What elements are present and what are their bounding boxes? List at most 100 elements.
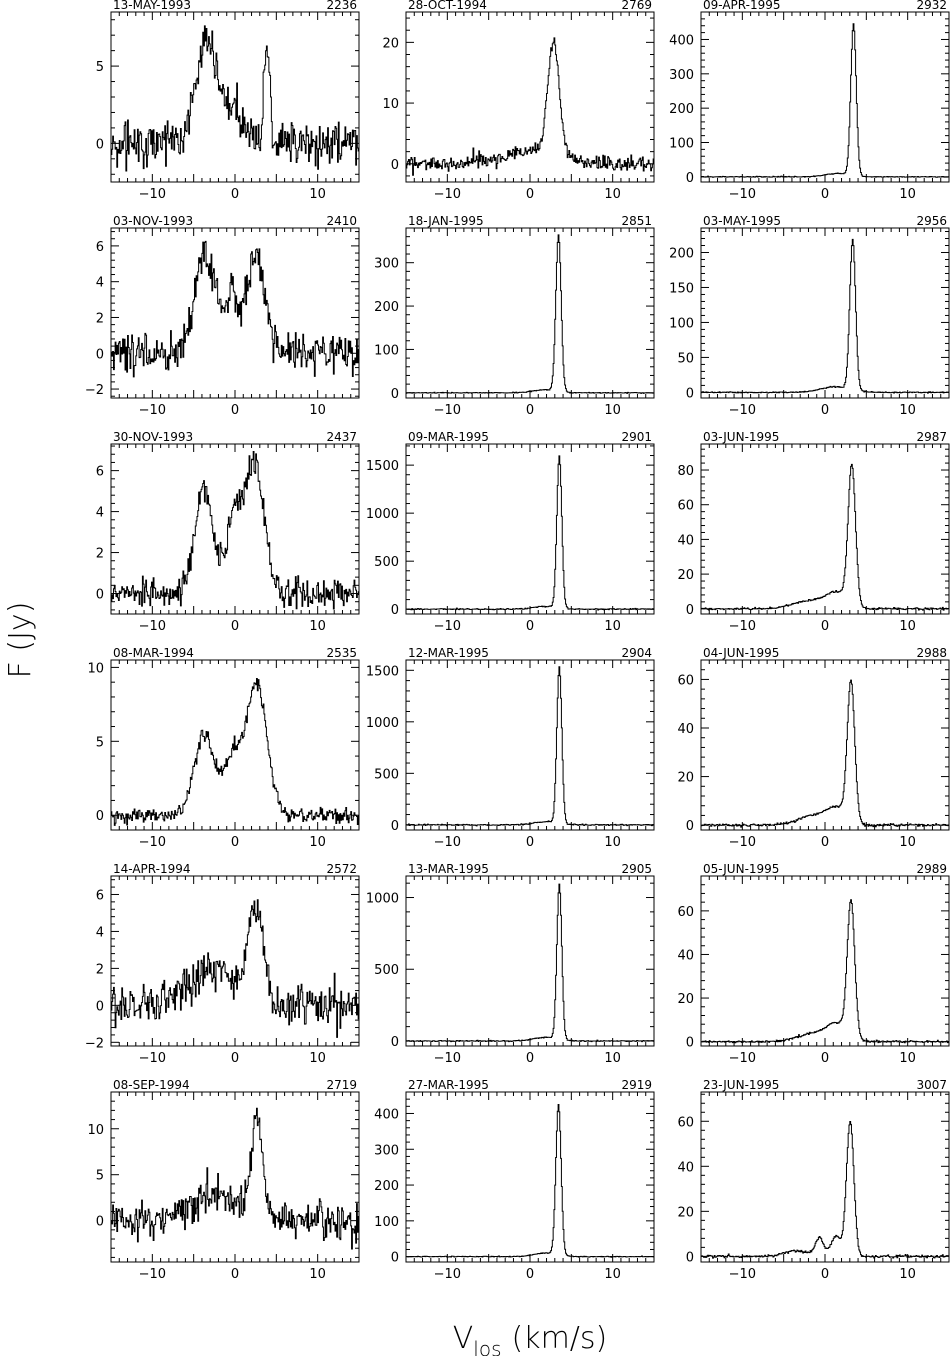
observation-date: 03-JUN-1995 [703, 430, 779, 444]
observation-date: 14-APR-1994 [113, 862, 191, 876]
panel-frame [405, 875, 655, 1047]
y-tick-label: 1500 [366, 664, 399, 679]
observation-id: 2410 [326, 214, 357, 228]
y-tick-label: 0 [96, 1215, 104, 1230]
spectrum-panel: −10 0 10 0 5 10 08-SEP-1994 2719 [87, 1078, 360, 1282]
y-tick-label: 6 [96, 465, 104, 480]
y-tick-label: 50 [677, 351, 694, 366]
observation-id: 2932 [916, 0, 947, 12]
panel-frame [405, 659, 655, 831]
observation-id: 2236 [326, 0, 357, 12]
y-tick-label: 0 [686, 171, 694, 186]
panel-frame [700, 443, 950, 615]
panel-frame [405, 1091, 655, 1263]
x-tick-label: −10 [434, 187, 461, 202]
y-tick-label: 60 [677, 499, 694, 514]
observation-id: 2769 [621, 0, 652, 12]
y-tick-label: 1000 [366, 892, 399, 907]
y-tick-label: 2 [96, 311, 104, 326]
x-tick-label: −10 [139, 403, 166, 418]
x-tick-label: 0 [231, 619, 239, 634]
x-tick-label: −10 [139, 835, 166, 850]
y-tick-label: 4 [96, 276, 104, 291]
x-tick-label: 0 [526, 1051, 534, 1066]
spectrum-line [701, 899, 950, 1044]
y-tick-label: 60 [677, 1115, 694, 1130]
x-axis-title-subscript: los [473, 1337, 501, 1356]
y-tick-label: 150 [669, 281, 694, 296]
x-tick-label: −10 [139, 187, 166, 202]
x-tick-label: −10 [729, 835, 756, 850]
y-tick-label: 10 [87, 1123, 104, 1138]
x-tick-label: 0 [821, 187, 829, 202]
x-tick-label: 10 [899, 835, 916, 850]
x-tick-label: 0 [526, 403, 534, 418]
observation-date: 09-MAR-1995 [408, 430, 489, 444]
x-tick-label: 10 [309, 403, 326, 418]
observation-id: 2901 [621, 430, 652, 444]
y-tick-label: 300 [669, 68, 694, 83]
spectrum-line [111, 1107, 360, 1250]
x-tick-label: 0 [231, 187, 239, 202]
observation-id: 2904 [621, 646, 652, 660]
y-tick-label: 0 [391, 819, 399, 834]
observation-date: 28-OCT-1994 [408, 0, 487, 12]
x-tick-label: 0 [821, 619, 829, 634]
y-tick-label: 300 [374, 257, 399, 272]
observation-id: 2988 [916, 646, 947, 660]
y-tick-label: −2 [85, 1036, 104, 1051]
x-tick-label: 0 [821, 1267, 829, 1282]
x-axis-title-main: V [453, 1321, 474, 1356]
spectrum-line [111, 25, 360, 172]
y-tick-label: 0 [96, 999, 104, 1014]
y-tick-label: 0 [96, 137, 104, 152]
observation-date: 08-SEP-1994 [113, 1078, 190, 1092]
y-tick-label: −2 [85, 383, 104, 398]
y-tick-label: 2 [96, 547, 104, 562]
y-tick-label: 60 [677, 905, 694, 920]
x-tick-label: 0 [231, 1051, 239, 1066]
spectrum-line [701, 679, 950, 828]
y-tick-label: 0 [391, 603, 399, 618]
y-tick-label: 0 [686, 603, 694, 618]
y-tick-label: 0 [686, 386, 694, 401]
y-tick-label: 100 [374, 1215, 399, 1230]
x-tick-label: −10 [434, 619, 461, 634]
observation-date: 30-NOV-1993 [113, 430, 193, 444]
observation-date: 13-MAR-1995 [408, 862, 489, 876]
y-tick-label: 100 [669, 137, 694, 152]
observation-date: 05-JUN-1995 [703, 862, 779, 876]
y-tick-label: 500 [374, 767, 399, 782]
panel-frame [110, 875, 360, 1047]
spectrum-panel: −10 0 10 −2 0 2 4 6 14-APR-1994 2572 [85, 862, 360, 1066]
y-tick-label: 20 [677, 771, 694, 786]
spectrum-panel: −10 0 10 0 500 1000 1500 09-MAR-1995 2901 [366, 430, 655, 634]
observation-date: 23-JUN-1995 [703, 1078, 779, 1092]
observation-id: 2987 [916, 430, 947, 444]
x-tick-label: 10 [604, 619, 621, 634]
spectrum-line [111, 450, 360, 610]
panel-frame [700, 227, 950, 399]
y-tick-label: 1000 [366, 716, 399, 731]
spectrum-panel: −10 0 10 −2 0 2 4 6 03-NOV-1993 2410 [85, 214, 360, 418]
y-tick-label: 200 [669, 246, 694, 261]
y-tick-label: 40 [677, 948, 694, 963]
observation-date: 18-JAN-1995 [408, 214, 484, 228]
observation-id: 3007 [916, 1078, 947, 1092]
panel-frame [700, 1091, 950, 1263]
x-tick-label: 10 [604, 1051, 621, 1066]
y-tick-label: 0 [391, 387, 399, 402]
spectrum-panel: −10 0 10 0 5 13-MAY-1993 2236 [96, 0, 360, 202]
y-tick-label: 4 [96, 925, 104, 940]
x-tick-label: −10 [729, 1051, 756, 1066]
y-tick-label: 2 [96, 962, 104, 977]
spectrum-line [406, 37, 655, 176]
x-tick-label: 0 [821, 1051, 829, 1066]
x-tick-label: 10 [309, 1051, 326, 1066]
x-tick-label: 10 [309, 187, 326, 202]
panel-frame [405, 443, 655, 615]
x-tick-label: −10 [434, 835, 461, 850]
y-tick-label: 5 [96, 60, 104, 75]
y-tick-label: 6 [96, 888, 104, 903]
